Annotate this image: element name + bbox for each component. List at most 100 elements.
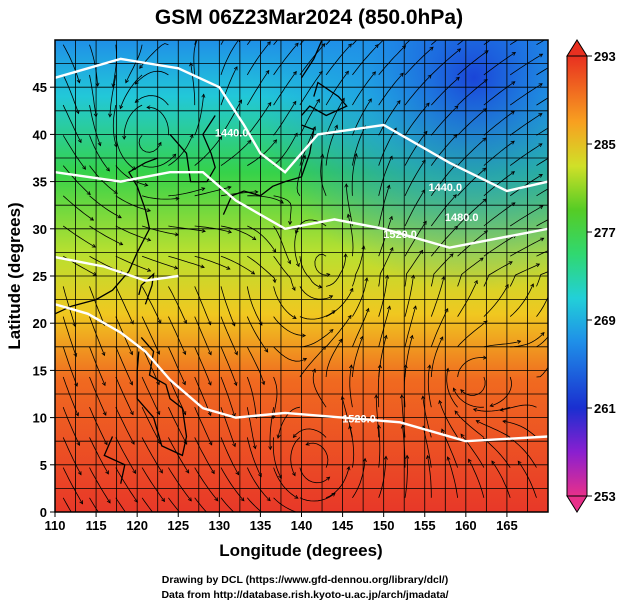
streamline-arrow [540,237,545,242]
streamline [141,497,153,512]
streamline-arrow [347,314,352,319]
streamline-arrow [105,167,110,172]
streamline-arrow [345,70,349,75]
streamline [62,74,79,114]
streamline-arrow [266,497,271,502]
streamline [320,154,327,196]
streamline [272,376,278,419]
streamline-arrow [482,167,487,172]
streamline [404,189,425,227]
streamline-arrow [538,53,544,58]
streamline-arrow [173,265,179,270]
y-tick-label: 25 [33,269,47,284]
streamline-arrow [187,497,192,502]
streamline [404,275,414,317]
streamline [509,40,519,46]
streamline-arrow [472,408,478,412]
streamline [141,225,179,236]
streamline [430,194,457,227]
streamline [509,53,543,76]
streamline-arrow [491,460,496,465]
streamline-arrow [91,243,97,248]
streamline-arrow [77,138,82,144]
streamline [141,255,178,269]
streamline [325,71,349,106]
streamline-arrow [108,113,113,118]
streamline [352,125,366,166]
streamline [273,225,291,264]
x-tick-label: 120 [126,518,148,533]
y-tick-label: 10 [33,411,47,426]
streamline [536,40,546,46]
streamline-arrow [454,410,459,415]
streamline [483,340,521,348]
height-contour-label: 1520.0 [383,229,417,241]
streamline-arrow [76,79,81,84]
streamline [536,366,548,378]
streamline-arrow [427,74,432,79]
streamline-arrow [557,347,560,351]
streamline-arrow [200,264,205,269]
streamline [273,71,297,106]
height-contour-label: 1520.0 [342,413,376,425]
streamline-arrow [452,387,457,392]
streamline-arrow [130,440,135,445]
streamline-arrow [146,105,151,110]
streamline-arrow [371,71,376,76]
streamline-arrow [460,433,465,438]
streamline [273,286,297,319]
credit-data: Data from http://database.rish.kyoto-u.a… [161,589,448,601]
streamline [141,153,176,168]
streamline-arrow [499,407,504,412]
streamline-arrow [272,278,277,284]
streamline-arrow [396,100,401,105]
streamline-arrow [288,221,293,226]
streamline-arrow [504,283,509,289]
streamline [314,253,330,276]
streamline-arrow [426,454,431,460]
streamline-arrow [291,286,296,291]
streamline-arrow [268,446,273,451]
streamline [491,460,511,498]
streamline [430,225,458,257]
streamline [404,305,417,347]
streamline-arrow [405,454,410,459]
streamline [325,43,352,76]
streamline-arrow [512,23,516,26]
streamline [290,437,301,476]
streamline [299,286,333,300]
streamline [220,255,255,275]
x-tick-label: 165 [496,518,518,533]
y-tick-label: 15 [33,363,47,378]
streamline [427,365,432,408]
streamline-arrow [119,241,124,246]
streamline [168,376,186,415]
streamline [194,286,211,325]
streamline-arrow [475,420,480,424]
streamline-arrow [538,83,543,87]
x-tick-label: 160 [455,518,477,533]
streamline-arrow [421,395,426,400]
streamline-arrow [368,98,372,103]
streamline [89,286,105,326]
credit-drawing: Drawing by DCL (https://www.gfd-dennou.o… [162,574,448,586]
streamline [62,497,72,512]
streamline [378,100,401,136]
streamline-arrow [291,472,296,477]
streamline [62,104,82,143]
streamline [510,237,544,257]
streamline-arrow [73,352,78,358]
streamline-arrow [129,351,134,356]
streamline [483,438,511,468]
streamline-arrow [144,182,149,187]
streamline [194,467,219,502]
streamline-arrow [81,529,84,533]
streamline [325,466,350,499]
streamline [194,255,231,270]
streamline-arrow [361,245,366,250]
streamline [430,276,445,317]
height-contour-label: 1440.0 [428,182,462,194]
streamline [247,195,284,204]
streamline [135,95,169,106]
streamline-arrow [292,433,297,439]
